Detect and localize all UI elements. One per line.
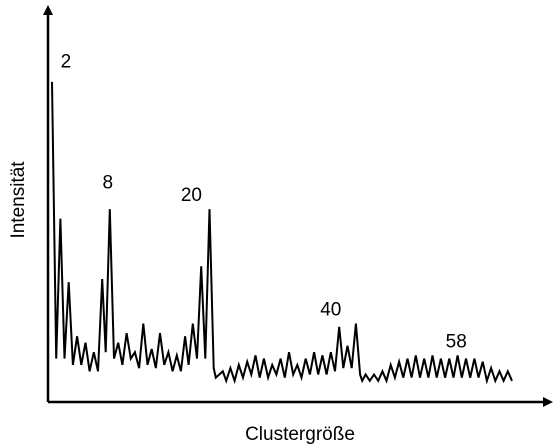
- x-axis-label: Clustergröße: [245, 424, 355, 445]
- peak-label: 20: [181, 185, 202, 206]
- y-axis-label: Intensität: [8, 161, 29, 239]
- peak-label: 40: [320, 300, 341, 321]
- peak-annotations: 2 8 20 40 58: [61, 52, 467, 353]
- peak-label: 8: [103, 172, 114, 193]
- peak-label: 2: [61, 52, 72, 73]
- series-line: [51, 81, 513, 385]
- peak-label: 58: [446, 331, 467, 352]
